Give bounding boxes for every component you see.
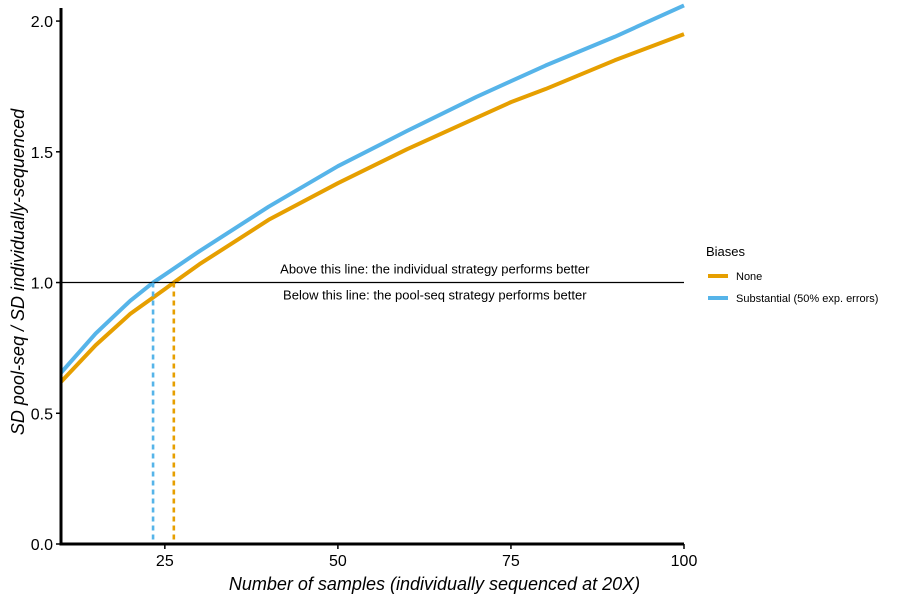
legend-label-1: Substantial (50% exp. errors) — [736, 293, 878, 305]
x-tick-label-3: 100 — [671, 553, 698, 570]
y-tick-label-4: 2.0 — [31, 14, 53, 31]
series-line-1 — [59, 3, 685, 375]
y-tick-label-1: 0.5 — [31, 406, 53, 423]
y-axis-title: SD pool-seq / SD individually-sequenced — [8, 108, 28, 435]
series-line-0 — [59, 32, 685, 384]
legend-title: Biases — [706, 244, 746, 259]
x-tick-label-2: 75 — [502, 553, 520, 570]
x-tick-label-1: 50 — [329, 553, 347, 570]
annotation-0: Above this line: the individual strategy… — [280, 261, 590, 276]
y-tick-label-0: 0.0 — [31, 537, 53, 554]
legend-label-0: None — [736, 271, 762, 283]
x-tick-label-0: 25 — [156, 553, 174, 570]
y-tick-label-2: 1.0 — [31, 276, 53, 293]
x-axis-title: Number of samples (individually sequence… — [229, 574, 640, 594]
annotation-1: Below this line: the pool-seq strategy p… — [283, 288, 587, 303]
y-tick-label-3: 1.5 — [31, 145, 53, 162]
